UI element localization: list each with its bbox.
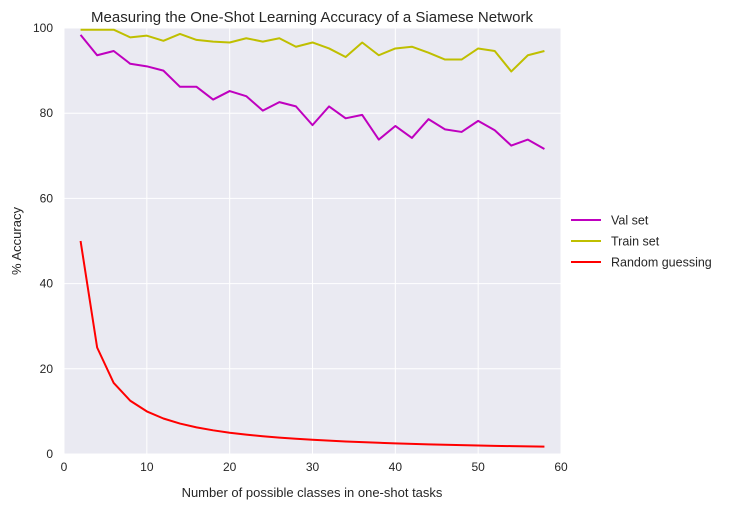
series-line-random-guessing bbox=[79, 240, 545, 448]
legend-label-val-set: Val set bbox=[611, 214, 649, 228]
x-tick-label: 0 bbox=[61, 460, 68, 474]
y-tick-label: 0 bbox=[46, 447, 53, 461]
chart-title: Measuring the One-Shot Learning Accuracy… bbox=[91, 9, 533, 26]
x-tick-label: 10 bbox=[140, 460, 154, 474]
y-tick-label: 100 bbox=[33, 21, 53, 35]
y-tick-label: 20 bbox=[40, 362, 54, 376]
y-axis-label: % Accuracy bbox=[9, 207, 24, 275]
x-tick-label: 20 bbox=[223, 460, 237, 474]
x-tick-label: 30 bbox=[306, 460, 320, 474]
x-axis-label: Number of possible classes in one-shot t… bbox=[182, 485, 443, 500]
series-line-val-set bbox=[79, 34, 545, 150]
x-tick-label: 40 bbox=[389, 460, 403, 474]
legend: Val set Train set Random guessing bbox=[571, 214, 712, 270]
grid bbox=[63, 27, 562, 455]
y-tick-label: 60 bbox=[40, 191, 54, 205]
series-line-train-set bbox=[80, 28, 545, 73]
legend-label-train-set: Train set bbox=[611, 235, 660, 249]
tick-labels: 0 10 20 30 40 50 60 0 20 40 60 80 100 bbox=[33, 21, 568, 474]
series-layer bbox=[79, 28, 545, 448]
x-tick-label: 50 bbox=[471, 460, 485, 474]
legend-label-random-guessing: Random guessing bbox=[611, 256, 712, 270]
x-tick-label: 60 bbox=[554, 460, 568, 474]
y-tick-label: 40 bbox=[40, 277, 54, 291]
y-tick-label: 80 bbox=[40, 106, 54, 120]
